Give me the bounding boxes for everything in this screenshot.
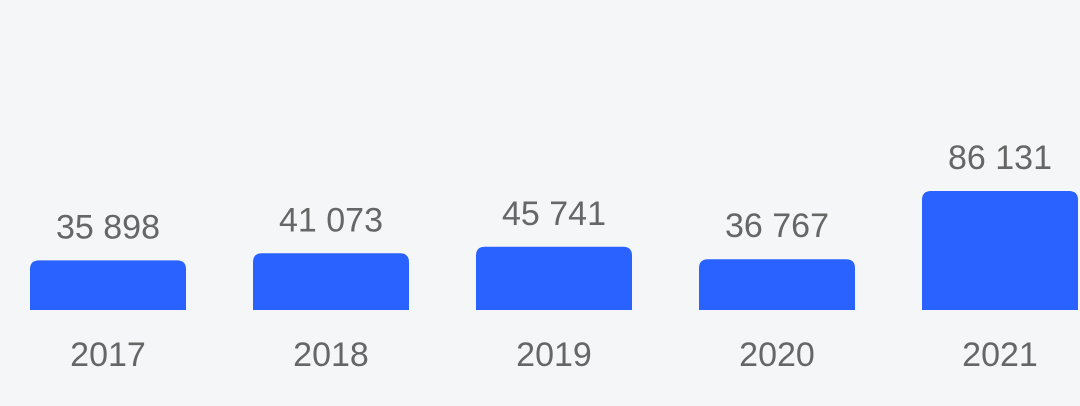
value-label: 41 073 (279, 201, 383, 239)
bar (922, 191, 1078, 310)
bar (476, 246, 632, 310)
x-tick-label: 2021 (962, 336, 1038, 374)
x-tick-label: 2020 (739, 336, 815, 374)
x-tick-label: 2017 (70, 336, 146, 374)
x-tick-label: 2018 (293, 336, 369, 374)
x-tick-label: 2019 (516, 336, 592, 374)
value-label: 35 898 (56, 208, 160, 246)
bar (253, 253, 409, 310)
value-label: 86 131 (948, 139, 1052, 177)
value-label: 45 741 (502, 195, 606, 233)
bar (30, 260, 186, 310)
bar (699, 259, 855, 310)
value-label: 36 767 (725, 207, 829, 245)
